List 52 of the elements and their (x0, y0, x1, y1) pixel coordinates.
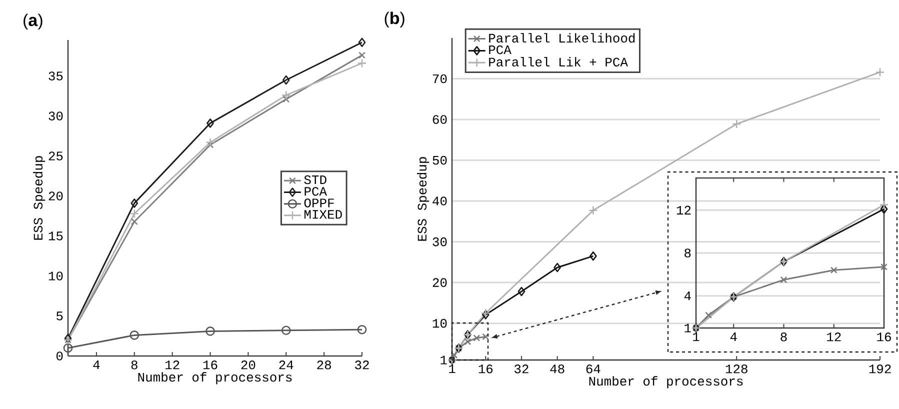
y-axis-title: ESS Speedup (33, 156, 46, 240)
legend-label: PCA (304, 186, 328, 196)
x-tick-label: 48 (550, 364, 564, 374)
y-tick-label: 10 (48, 272, 63, 280)
legend-label: STD (304, 175, 326, 184)
y-tick-label: 20 (48, 192, 63, 200)
x-tick-label: 192 (869, 364, 891, 374)
x-tick-label: 16 (203, 360, 218, 370)
x-tick-label: 24 (279, 360, 294, 370)
x-tick-label: 1 (693, 332, 700, 342)
chart-title: (b) (384, 12, 404, 28)
x-tick-label: 12 (165, 360, 180, 370)
x-tick-label: 8 (131, 360, 138, 370)
y-tick-label: 50 (432, 156, 447, 165)
x-axis-title: Number of processors (589, 376, 743, 388)
y-axis-title: ESS Speedup (417, 157, 430, 241)
y-tick-label: 8 (684, 248, 691, 258)
y-tick-label: 60 (432, 115, 447, 124)
y-tick-label: 10 (432, 318, 447, 328)
x-tick-label: 32 (355, 360, 369, 370)
y-tick-label: 0 (56, 352, 63, 360)
y-tick-label: 70 (432, 74, 447, 84)
y-tick-label: 30 (432, 237, 447, 246)
x-tick-label: 20 (241, 360, 256, 370)
y-tick-label: 5 (56, 312, 63, 320)
x-tick-label: 4 (93, 360, 100, 370)
x-axis-title: Number of processors (138, 372, 292, 384)
x-tick-label: 128 (726, 364, 748, 374)
legend-label: OPPF (304, 198, 334, 208)
y-tick-label: 1 (684, 324, 691, 332)
x-tick-label: 12 (827, 332, 841, 342)
chart-title: (a) (24, 14, 42, 30)
x-tick-label: 16 (478, 364, 493, 374)
legend-label: PCA (489, 45, 512, 54)
x-tick-label: 32 (514, 364, 528, 374)
x-tick-label: 28 (317, 360, 331, 370)
y-tick-label: 15 (48, 232, 63, 240)
legend-label: Parallel Lik + PCA (489, 56, 628, 66)
legend-label: MIXED (304, 210, 342, 219)
x-tick-label: 1 (449, 364, 456, 374)
x-tick-label: 64 (586, 364, 600, 374)
y-tick-label: 30 (48, 112, 63, 120)
x-tick-label: 4 (730, 332, 737, 342)
y-tick-label: 20 (432, 278, 447, 287)
y-tick-label: 40 (432, 196, 447, 206)
y-tick-label: 35 (48, 72, 63, 80)
y-tick-label: 12 (676, 206, 691, 214)
x-tick-label: 16 (877, 332, 891, 342)
legend-label: Parallel Likelihood (489, 33, 635, 43)
y-tick-label: 25 (48, 152, 63, 160)
y-tick-label: 4 (684, 292, 691, 300)
x-tick-label: 8 (780, 332, 787, 342)
